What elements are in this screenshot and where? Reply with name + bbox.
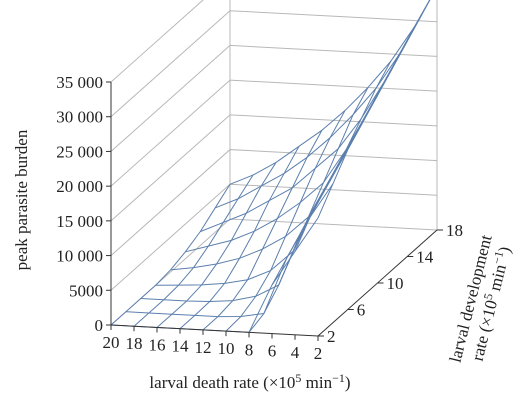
x-tick-label-0: 20 [103, 333, 120, 352]
y-tick-label-0: 2 [327, 327, 336, 346]
x-tick-label-9: 2 [314, 344, 323, 363]
x-tick-label-8: 4 [291, 343, 300, 362]
x-tick-label-2: 16 [149, 335, 166, 354]
y-axis-label2-unit-exp: −1 [490, 250, 507, 266]
y-tick-label-4: 18 [446, 221, 463, 240]
y-tick-label-2: 10 [387, 274, 404, 293]
x-tick-label-6: 8 [245, 340, 254, 359]
y-tick-label-3: 14 [416, 248, 434, 267]
x-tick-label-5: 10 [218, 339, 235, 358]
z-tick-label-1: 5000 [69, 281, 103, 300]
mesh-line-y-6 [140, 149, 349, 302]
back-gridline-0 [110, 218, 438, 326]
mesh-line-y-4 [125, 183, 334, 318]
z-tick-label-6: 30 000 [56, 108, 103, 127]
x-axis-label-main: larval death rate (×10 [149, 373, 295, 392]
mesh-line-y-18 [229, 0, 431, 185]
x-tick-label-7: 6 [268, 342, 277, 361]
y-tick-label-1: 6 [357, 301, 366, 320]
x-axis-label-unit: min [301, 373, 332, 392]
mesh-line-y-12 [185, 68, 393, 253]
z-tick-label-3: 15 000 [56, 212, 103, 231]
z-tick-label-2: 10 000 [56, 247, 103, 266]
z-tick-label-0: 0 [95, 316, 104, 335]
x-axis-label-close: ) [345, 373, 351, 392]
z-tick-label-4: 20 000 [56, 177, 103, 196]
x-tick-label-1: 18 [126, 334, 143, 353]
mesh-line-x-4 [294, 27, 415, 252]
x-axis-label-exp: 5 [295, 371, 301, 385]
mesh-line-y-16 [214, 13, 423, 209]
back-frame-gridlines [110, 0, 438, 326]
mesh-line-y-14 [200, 41, 408, 233]
x-tick-label-4: 12 [195, 338, 212, 357]
x-axis-label-unit-exp: −1 [332, 371, 345, 385]
mesh-line-x-14 [179, 146, 300, 330]
mesh-line-x-10 [225, 110, 346, 332]
z-tick-label-7: 35 000 [56, 73, 103, 92]
surface-mesh [110, 0, 431, 333]
x-tick-label-3: 14 [172, 337, 190, 356]
mesh-line-x-20 [110, 184, 231, 326]
back-gridline-5 [110, 44, 438, 152]
back-gridline-3 [110, 114, 438, 222]
mesh-line-x-6 [271, 60, 392, 286]
mesh-line-y-8 [155, 122, 364, 286]
mesh-line-x-12 [202, 129, 323, 331]
y-axis-label2-exp: 5 [481, 292, 496, 301]
x-axis-line [110, 324, 319, 337]
mesh-line-x-2 [317, 0, 431, 219]
back-gridline-4 [110, 79, 438, 187]
mesh-line-x-8 [248, 87, 369, 333]
mesh-line-x-18 [133, 174, 254, 327]
z-tick-label-5: 25 000 [56, 142, 103, 161]
axes: 0 5000 10 000 15 000 20 000 25 000 30 000 35 00… [56, 73, 463, 363]
x-axis-label: larval death rate (×105 min−1) [149, 371, 350, 392]
back-gridline-7 [110, 0, 204, 83]
z-axis-label: peak parasite burden [12, 129, 31, 270]
mesh-line-x-16 [156, 162, 277, 328]
y-axis-label2-close: ) [495, 245, 515, 255]
